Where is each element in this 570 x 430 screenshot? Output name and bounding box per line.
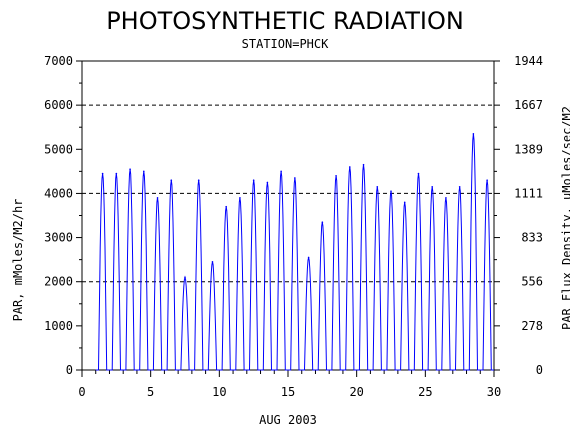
x-axis: 0 5 10 15 20 25 30 (78, 370, 501, 399)
daily-peak-point (486, 179, 488, 181)
x-tick-label: 10 (212, 385, 226, 399)
left-tick-label: 4000 (44, 186, 73, 200)
grid-lines (82, 104, 494, 283)
x-tick-label: 20 (349, 385, 363, 399)
daily-peak-point (472, 133, 475, 135)
left-axis: 0 1000 2000 3000 4000 5000 6000 7000 (44, 54, 82, 377)
left-tick-label: 5000 (44, 142, 73, 156)
daily-peak-point (197, 179, 200, 181)
par-series (95, 133, 494, 371)
daily-peak-point (431, 186, 434, 188)
right-tick-label: 556 (521, 275, 543, 289)
chart-subtitle: STATION=PHCK (242, 37, 329, 51)
daily-peak-point (170, 179, 173, 181)
daily-peak-point (376, 186, 379, 188)
x-tick-label: 15 (281, 385, 295, 399)
y-axis-right-label: PAR Flux Density, uMoles/sec/M2 (560, 106, 570, 330)
left-tick-label: 3000 (44, 231, 73, 245)
daily-peak-point (280, 170, 282, 173)
daily-peak-point (129, 168, 131, 170)
left-tick-label: 2000 (44, 275, 73, 289)
daily-peak-point (184, 276, 186, 279)
daily-peak-point (390, 190, 392, 193)
x-tick-label: 25 (418, 385, 432, 399)
plot-frame (81, 60, 495, 371)
right-tick-label: 1944 (514, 54, 543, 68)
right-tick-label: 1111 (514, 186, 543, 200)
daily-peak-point (225, 205, 227, 208)
daily-peak-point (417, 172, 420, 175)
daily-peak-point (115, 172, 118, 175)
left-tick-label: 0 (66, 363, 73, 377)
right-tick-label: 0 (536, 363, 543, 377)
par-line (95, 133, 494, 371)
x-tick-label: 30 (487, 385, 501, 399)
daily-peak-point (143, 170, 145, 173)
daily-peak-point (211, 261, 214, 263)
right-axis: 0 278 556 833 1111 1389 1667 1944 (494, 54, 543, 377)
y-axis-label: PAR, mMoles/M2/hr (11, 199, 25, 322)
x-tick-label: 0 (78, 385, 85, 399)
right-tick-label: 1667 (514, 98, 543, 112)
daily-peak-point (321, 221, 324, 223)
left-tick-label: 1000 (44, 319, 73, 333)
daily-peak-point (362, 163, 365, 166)
left-tick-label: 6000 (44, 98, 73, 112)
right-tick-label: 833 (521, 231, 543, 245)
daily-peak-point (294, 177, 296, 179)
right-tick-label: 278 (521, 319, 543, 333)
left-tick-label: 7000 (44, 54, 73, 68)
daily-peak-point (335, 174, 337, 177)
daily-peak-point (266, 181, 269, 184)
daily-peak-point (403, 201, 406, 204)
daily-peak-point (307, 256, 310, 259)
daily-peak-point (349, 166, 351, 168)
daily-peak-point (458, 186, 461, 188)
daily-peak-point (252, 179, 255, 181)
daily-peak-point (445, 197, 447, 199)
chart-title: PHOTOSYNTHETIC RADIATION (106, 7, 464, 35)
daily-peak-point (101, 172, 104, 175)
daily-peak-point (156, 197, 159, 199)
x-tick-label: 5 (147, 385, 154, 399)
x-axis-label: AUG 2003 (259, 413, 317, 427)
right-tick-label: 1389 (514, 142, 543, 156)
daily-peak-point (239, 197, 241, 199)
